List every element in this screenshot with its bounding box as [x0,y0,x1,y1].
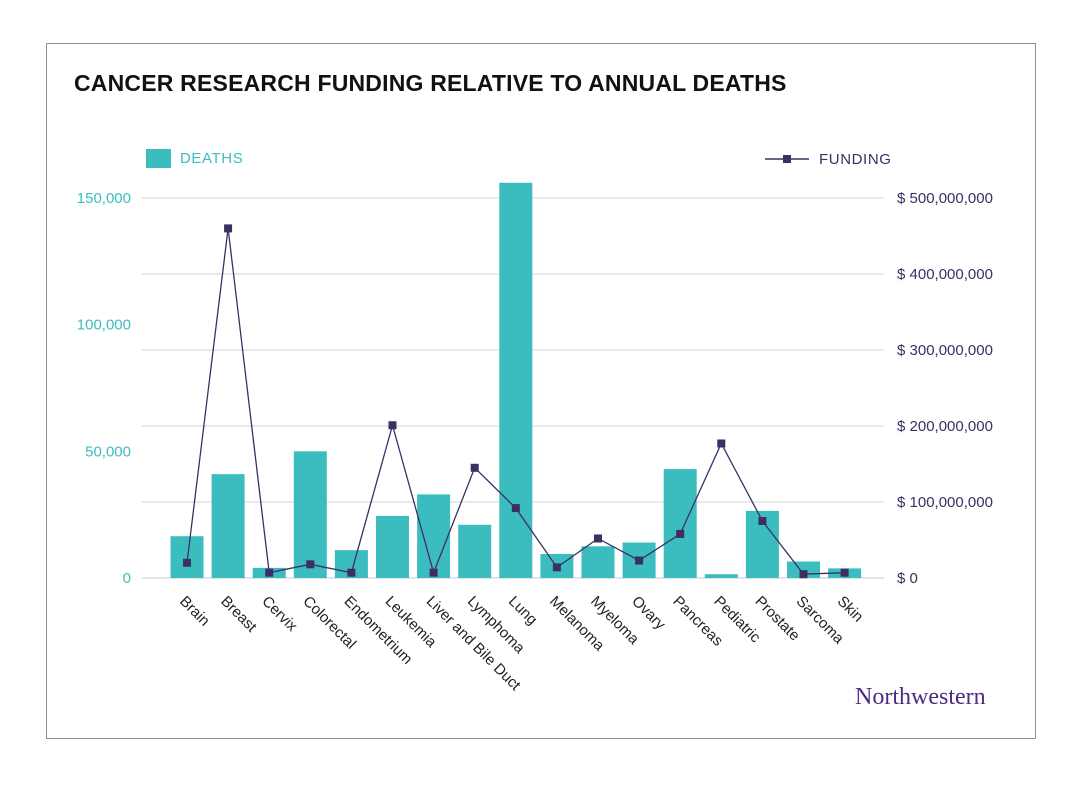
funding-point-breast [224,224,233,233]
bar-deaths-colorectal [293,451,327,578]
funding-point-sarcoma [799,570,808,579]
y-right-tick-label: $ 0 [897,570,918,587]
funding-point-liver-and-bile-duct [429,568,438,577]
legend-deaths-swatch [146,149,171,168]
funding-point-cervix [265,568,274,577]
y-right-tick-label: $ 100,000,000 [897,494,993,511]
x-tick-label: Lung [505,593,541,629]
y-left-tick-label: 50,000 [85,443,131,460]
chart-title: CANCER RESEARCH FUNDING RELATIVE TO ANNU… [74,70,787,96]
funding-point-lymphoma [470,463,479,472]
bar-deaths-brain [170,536,204,578]
funding-point-lung [511,504,520,513]
legend-funding-line-icon [765,155,809,163]
legend-deaths: DEATHS [146,149,243,168]
x-tick-label: Skin [834,593,867,626]
funding-point-pediatric [717,439,726,448]
funding-point-pancreas [676,529,685,538]
funding-point-brain [183,558,191,567]
y-left-tick-label: 150,000 [77,190,131,207]
bar-deaths-myeloma [581,546,615,578]
funding-point-prostate [758,517,767,525]
chart-frame [46,43,1036,739]
y-right-tick-label: $ 500,000,000 [897,190,993,207]
bar-deaths-pediatric [704,574,738,578]
bar-deaths-lymphoma [458,524,492,578]
x-tick-label: Cervix [258,593,300,635]
x-tick-label: Breast [217,593,260,636]
funding-point-leukemia [388,421,397,430]
funding-point-myeloma [594,534,602,543]
x-tick-label: Brain [176,593,213,630]
funding-point-ovary [635,556,644,565]
y-left-tick-label: 100,000 [77,317,131,334]
y-right-tick-label: $ 400,000,000 [897,266,993,283]
funding-point-skin [840,568,849,577]
funding-point-colorectal [306,560,315,569]
y-right-tick-label: $ 300,000,000 [897,342,993,359]
bar-deaths-liver-and-bile-duct [417,494,451,578]
funding-point-endometrium [347,568,356,577]
bar-deaths-pancreas [663,469,697,578]
bar-deaths-leukemia [376,515,409,578]
bar-deaths-lung [499,182,533,579]
y-left-tick-label: 0 [123,570,131,587]
legend-funding-label: FUNDING [819,150,892,168]
northwestern-logo: Northwestern [855,684,986,710]
legend-deaths-label: DEATHS [180,150,244,167]
funding-point-melanoma [552,563,561,572]
legend-funding: FUNDING [765,150,892,168]
bar-deaths-breast [211,474,245,578]
y-right-tick-label: $ 200,000,000 [897,418,993,435]
